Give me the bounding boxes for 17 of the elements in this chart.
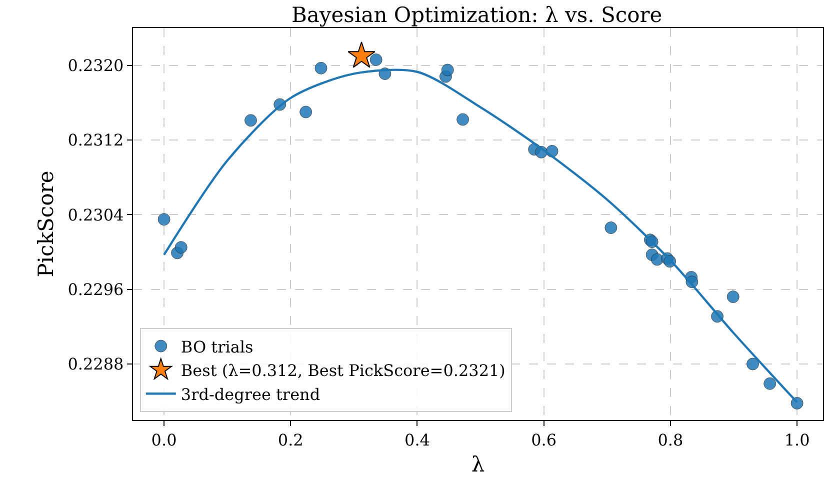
y-tick-label: 0.2320 <box>68 56 124 75</box>
x-tick-label: 0.8 <box>658 430 684 450</box>
legend-label: 3rd-degree trend <box>180 384 320 404</box>
y-tick-label: 0.2312 <box>68 130 124 150</box>
x-tick-label: 0.2 <box>278 430 304 450</box>
x-tick-label: 0.6 <box>531 430 557 450</box>
y-tick-label: 0.2288 <box>68 354 124 374</box>
x-axis-title: λ <box>471 452 485 476</box>
y-axis-title: PickScore <box>34 170 58 278</box>
x-tick-label: 0.0 <box>151 430 177 450</box>
y-tick-label: 0.2304 <box>68 205 124 224</box>
legend-label: BO trials <box>180 337 254 356</box>
chart-title: Bayesian Optimization: λ vs. Score <box>291 3 662 28</box>
y-tick-label: 0.2296 <box>68 280 124 299</box>
legend-label: Best (λ=0.312, Best PickScore=0.2321) <box>180 361 506 380</box>
x-tick-label: 0.4 <box>404 430 430 450</box>
x-tick-label: 1.0 <box>784 430 810 450</box>
